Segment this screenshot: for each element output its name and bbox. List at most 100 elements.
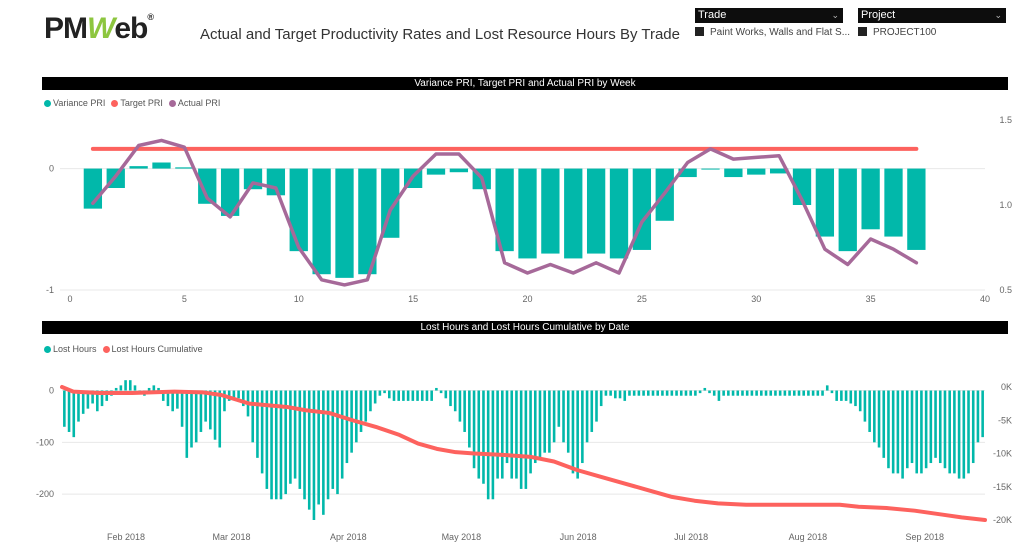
variance-pri-bar xyxy=(747,168,766,175)
chevron-down-icon[interactable]: ⌄ xyxy=(994,10,1002,20)
trade-slicer-option[interactable]: Paint Works, Walls and Flat S... xyxy=(695,27,850,38)
lost-hours-bar xyxy=(797,390,801,396)
lost-hours-bar xyxy=(571,390,575,474)
variance-pri-bar xyxy=(907,168,926,250)
lost-hours-bar xyxy=(731,390,735,396)
lost-hours-bar xyxy=(689,390,692,396)
lost-hours-bar xyxy=(312,390,316,520)
lost-hours-bar xyxy=(364,390,368,422)
variance-pri-bar xyxy=(198,168,217,204)
lost-hours-bar xyxy=(849,390,853,404)
variance-pri-bar xyxy=(129,166,148,169)
lost-hours-bar xyxy=(242,390,245,407)
project-slicer-header[interactable]: Project ⌄ xyxy=(858,8,1006,23)
chart2-title: Lost Hours and Lost Hours Cumulative by … xyxy=(42,321,1008,334)
x-tick-label: Mar 2018 xyxy=(213,532,251,542)
lost-hours-bar xyxy=(204,390,207,422)
lost-hours-bar xyxy=(637,390,641,396)
lost-hours-bar xyxy=(623,390,627,401)
lost-hours-bar xyxy=(741,390,744,396)
lost-hours-bar xyxy=(449,390,452,407)
variance-pri-bar xyxy=(335,168,354,278)
lost-hours-bar xyxy=(237,390,240,399)
lost-hours-bar xyxy=(152,385,156,391)
legend-dot-icon xyxy=(111,99,119,107)
lost-hours-bar xyxy=(783,390,787,396)
trade-slicer[interactable]: Trade ⌄ Paint Works, Walls and Flat S... xyxy=(695,8,850,38)
lost-hours-bar xyxy=(618,390,622,399)
lost-hours-bar xyxy=(284,390,287,495)
legend-item-lost-hours[interactable]: Lost Hours xyxy=(44,344,97,354)
lost-hours-bar xyxy=(764,390,768,396)
lost-hours-bar xyxy=(218,390,222,448)
lost-hours-bar xyxy=(670,390,674,396)
lost-hours-bar xyxy=(929,390,933,464)
trade-selected-value: Paint Works, Walls and Flat S... xyxy=(710,27,851,38)
lost-hours-bar xyxy=(355,390,358,443)
lost-hours-bar xyxy=(934,390,937,458)
checkbox-icon[interactable] xyxy=(858,27,867,36)
lost-hours-bar xyxy=(166,390,170,407)
trade-slicer-header[interactable]: Trade ⌄ xyxy=(695,8,843,23)
lost-hours-bar xyxy=(981,390,984,438)
project-slicer-option[interactable]: PROJECT100 xyxy=(858,27,1006,38)
lost-hours-bar xyxy=(882,390,886,458)
lost-hours-bar xyxy=(821,390,824,396)
lost-hours-bar xyxy=(807,390,810,396)
lost-hours-bar xyxy=(482,390,485,484)
lost-hours-bar xyxy=(576,390,579,479)
lost-hours-bar xyxy=(698,390,702,394)
checkbox-icon[interactable] xyxy=(695,27,704,36)
lost-hours-bar xyxy=(157,387,160,391)
lost-hours-bar xyxy=(967,390,970,474)
lost-hours-bar xyxy=(868,390,871,432)
lost-hours-bar xyxy=(760,390,763,396)
y-right-tick-label: 0K xyxy=(1001,382,1012,392)
lost-hours-bar xyxy=(769,390,773,396)
legend-dot-icon xyxy=(44,345,51,353)
lost-hours-bar xyxy=(274,390,278,500)
lost-hours-bar xyxy=(708,390,711,394)
lost-hours-bar xyxy=(279,390,283,500)
lost-hours-bar xyxy=(298,390,302,489)
actual-pri-line xyxy=(91,138,919,287)
x-tick-label: 35 xyxy=(866,294,876,304)
lost-hours-bar xyxy=(345,390,349,464)
y-right-tick-label: 1.5 xyxy=(999,115,1012,125)
legend-label: Lost Hours Cumulative xyxy=(111,344,203,354)
lost-hours-bar xyxy=(595,390,598,422)
lost-hours-bar xyxy=(209,390,212,430)
lost-hours-bar xyxy=(444,390,448,399)
x-tick-label: 30 xyxy=(751,294,761,304)
y-right-tick-label: -20K xyxy=(993,515,1012,525)
lost-hours-bar xyxy=(811,390,815,396)
lost-hours-bar xyxy=(392,390,396,401)
project-selected-value: PROJECT100 xyxy=(873,27,937,38)
lost-hours-bar xyxy=(491,390,495,500)
lost-hours-bar xyxy=(303,390,306,500)
logo-part-w: W xyxy=(87,12,115,45)
legend-item-lost-cumulative[interactable]: Lost Hours Cumulative xyxy=(102,344,203,354)
lost-hours-bar xyxy=(548,390,551,453)
lost-hours-bar xyxy=(322,390,325,515)
y-left-tick-label: -100 xyxy=(36,437,54,447)
legend-item-variance[interactable]: Variance PRI xyxy=(44,98,105,108)
project-slicer[interactable]: Project ⌄ PROJECT100 xyxy=(858,8,1006,38)
variance-pri-bar xyxy=(884,168,903,237)
legend-item-actual[interactable]: Actual PRI xyxy=(168,98,220,108)
lost-hours-bar xyxy=(402,390,405,401)
lost-hours-bar xyxy=(910,390,914,464)
lost-hours-bar xyxy=(887,390,890,469)
lost-hours-bar xyxy=(213,390,217,440)
legend-item-target[interactable]: Target PRI xyxy=(111,98,163,108)
lost-hours-bar xyxy=(463,390,466,432)
lost-hours-bar xyxy=(533,390,537,464)
chevron-down-icon[interactable]: ⌄ xyxy=(831,10,839,20)
lost-hours-bar xyxy=(585,390,589,443)
x-tick-label: 5 xyxy=(182,294,187,304)
lost-hours-bar xyxy=(468,390,471,448)
x-tick-label: Apr 2018 xyxy=(330,532,367,542)
lost-hours-bar xyxy=(943,390,947,469)
x-tick-label: Sep 2018 xyxy=(905,532,944,542)
